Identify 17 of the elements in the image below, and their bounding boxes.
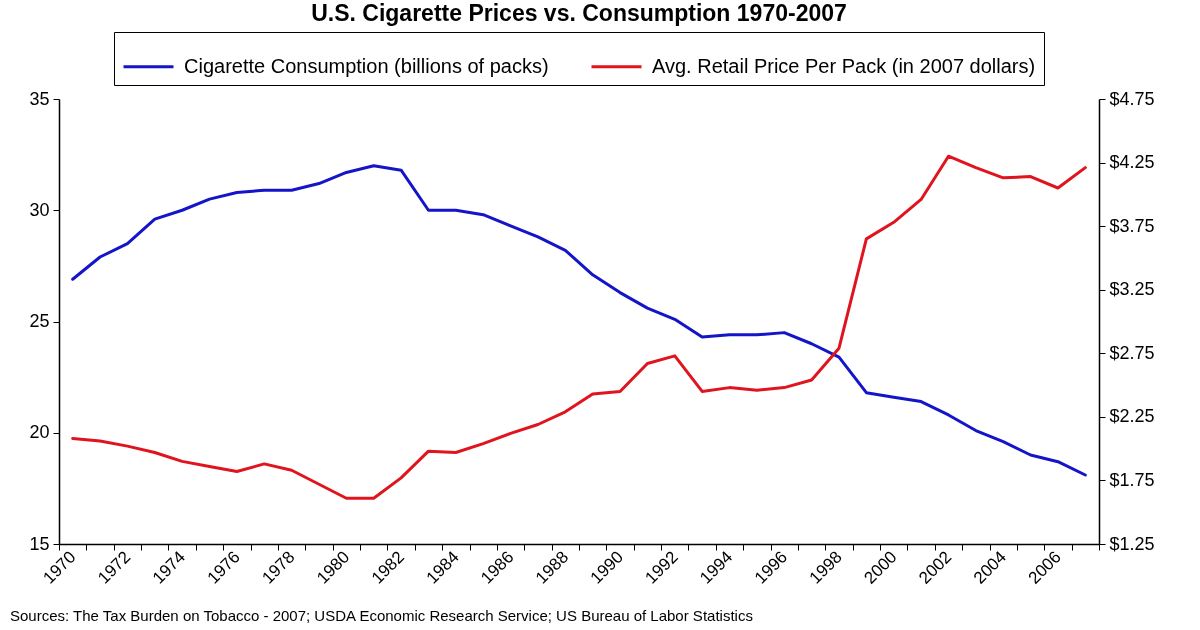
source-note: Sources: The Tax Burden on Tobacco - 2007; USDA Economic Research Service; US Bureau of Labor Statistics (10, 607, 753, 624)
y2-tick-label: $2.75 (1109, 342, 1155, 363)
y2-tick-label: $4.25 (1109, 152, 1155, 173)
y-tick-label: 25 (29, 311, 50, 331)
y-tick-label: 35 (29, 88, 50, 109)
legend-label: Cigarette Consumption (billions of packs) (184, 54, 549, 77)
y2-tick-label: $4.75 (1109, 88, 1155, 109)
chart-title: U.S. Cigarette Prices vs. Consumption 1970-2007 (311, 0, 847, 26)
legend-label: Avg. Retail Price Per Pack (in 2007 dollars) (652, 54, 1036, 77)
y2-tick-label: $3.75 (1109, 215, 1155, 236)
y-tick-label: 30 (29, 199, 50, 220)
y-tick-label: 15 (29, 533, 50, 554)
y2-tick-label: $1.25 (1109, 533, 1155, 554)
y2-tick-label: $2.25 (1109, 406, 1155, 427)
y-tick-label: 20 (29, 422, 50, 443)
y2-tick-label: $1.75 (1109, 469, 1155, 490)
y2-tick-label: $3.25 (1109, 279, 1155, 300)
